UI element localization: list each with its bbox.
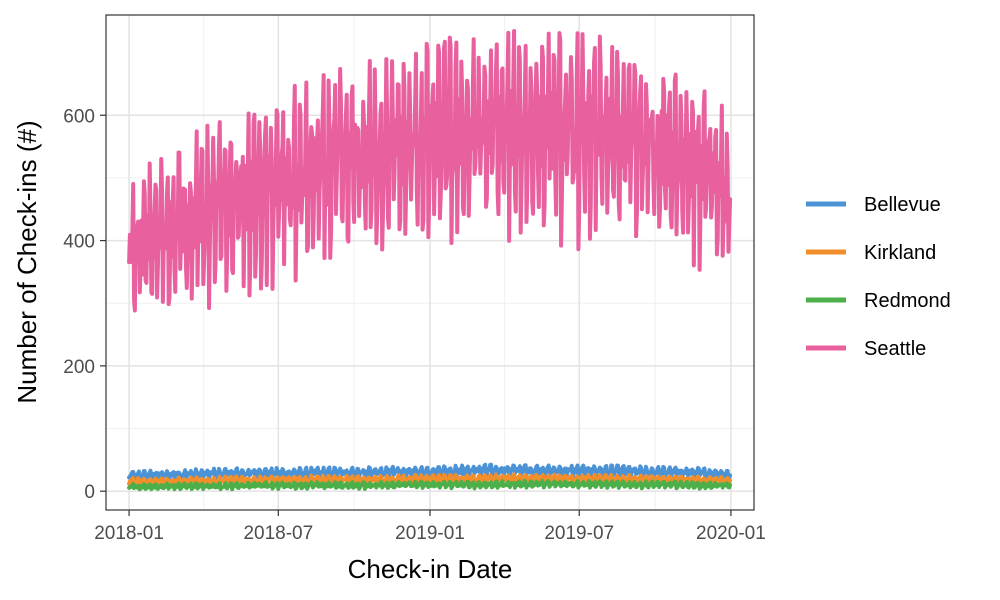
y-tick-label: 0 — [84, 482, 95, 503]
x-axis-title: Check-in Date — [348, 554, 513, 584]
x-axis: 2018-01 2018-07 2019-01 2019-07 2020-01 — [94, 510, 766, 544]
x-tick-label: 2018-07 — [243, 523, 313, 544]
y-axis: 0 200 400 600 — [63, 106, 106, 503]
x-tick-label: 2020-01 — [696, 523, 766, 544]
y-axis-title: Number of Check-ins (#) — [12, 120, 42, 403]
y-tick-label: 200 — [63, 357, 95, 378]
legend-label-redmond: Redmond — [864, 290, 951, 312]
series-line-seattle — [127, 28, 733, 313]
series-layer — [127, 28, 733, 492]
x-tick-label: 2018-01 — [94, 523, 164, 544]
y-tick-label: 600 — [63, 106, 95, 127]
y-tick-label: 400 — [63, 232, 95, 253]
series-line-kirkland — [127, 472, 733, 488]
x-tick-label: 2019-01 — [395, 523, 465, 544]
series-line-redmond — [127, 478, 733, 492]
legend-label-bellevue: Bellevue — [864, 194, 941, 216]
legend-label-kirkland: Kirkland — [864, 242, 936, 264]
legend: Bellevue Kirkland Redmond Seattle — [806, 194, 951, 360]
series-line-bellevue — [127, 462, 733, 483]
x-tick-label: 2019-07 — [544, 523, 614, 544]
legend-label-seattle: Seattle — [864, 338, 926, 360]
